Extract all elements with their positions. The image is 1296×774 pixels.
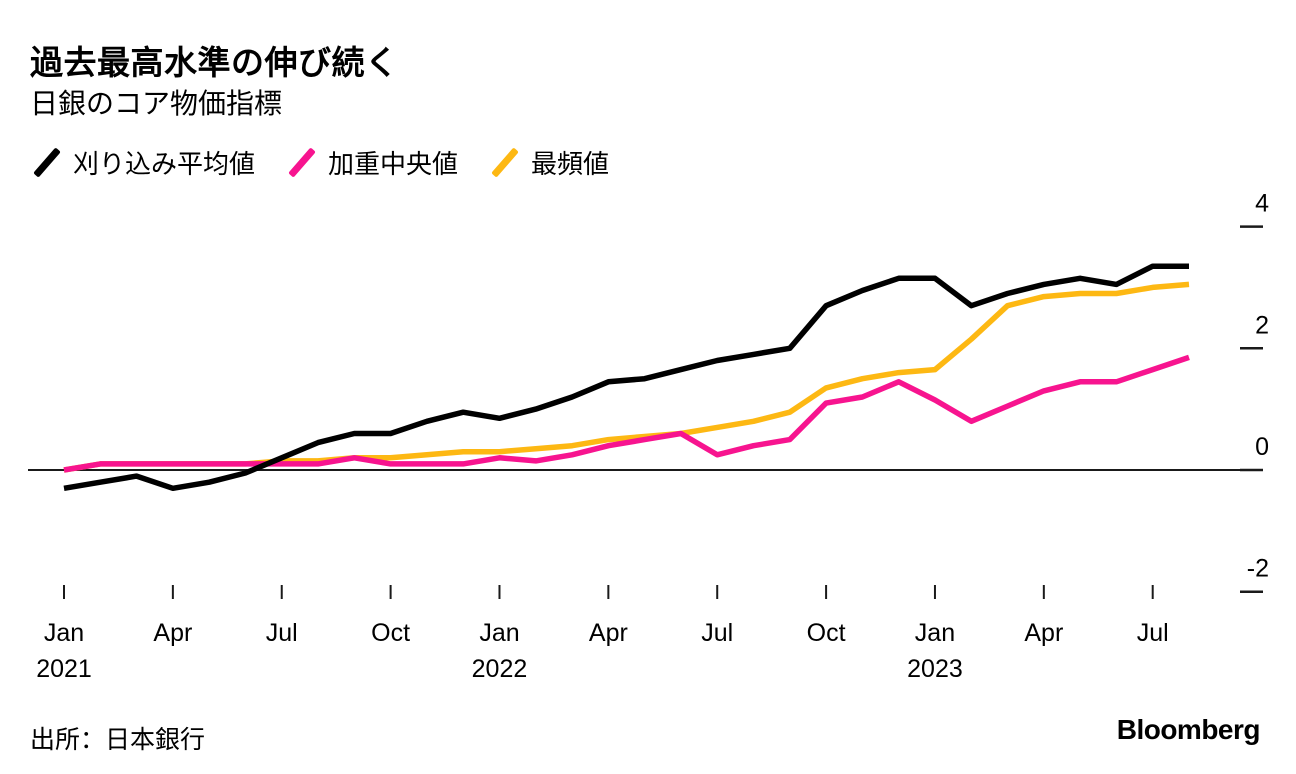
x-tick-year-label: 2021 (36, 655, 92, 683)
x-tick-label: Apr (589, 619, 628, 647)
x-tick-year-label: 2023 (907, 655, 963, 683)
x-tick-label: Jan (915, 619, 955, 647)
x-tick-label: Jan (479, 619, 519, 647)
y-tick-label: 4 (1255, 190, 1269, 218)
chart-subtitle: 日銀のコア物価指標 (30, 88, 283, 119)
x-tick-label: Apr (153, 619, 192, 647)
legend-item-label: 加重中央値 (328, 149, 459, 179)
y-tick-label: -2 (1247, 555, 1269, 583)
x-tick-year-label: 2022 (472, 655, 528, 683)
legend-item-trimmed-mean: 刈り込み平均値 (30, 144, 255, 181)
x-tick-label: Jul (1137, 619, 1169, 647)
y-tick-label: 0 (1255, 433, 1269, 461)
bloomberg-logo: Bloomberg (1116, 714, 1261, 745)
x-tick-label: Jul (266, 619, 298, 647)
y-tick-label: 2 (1255, 311, 1269, 339)
legend-item-mode: 最頻値 (488, 144, 609, 181)
legend-item-label: 刈り込み平均値 (73, 149, 256, 179)
series-line-0 (63, 263, 1189, 492)
chart-title: 過去最高水準の伸び続く (30, 44, 399, 81)
series-line-1 (63, 354, 1190, 473)
x-tick-label: Oct (807, 619, 846, 647)
legend: 刈り込み平均値 加重中央値 最頻値 (30, 144, 639, 181)
x-tick-label: Jan (44, 619, 84, 647)
x-tick-label: Oct (371, 619, 410, 647)
legend-item-label: 最頻値 (531, 149, 610, 179)
legend-item-weighted-median: 加重中央値 (285, 144, 458, 181)
x-tick-label: Jul (701, 619, 733, 647)
x-tick-label: Apr (1024, 619, 1063, 647)
source-label: 出所：日本銀行 (30, 726, 206, 754)
